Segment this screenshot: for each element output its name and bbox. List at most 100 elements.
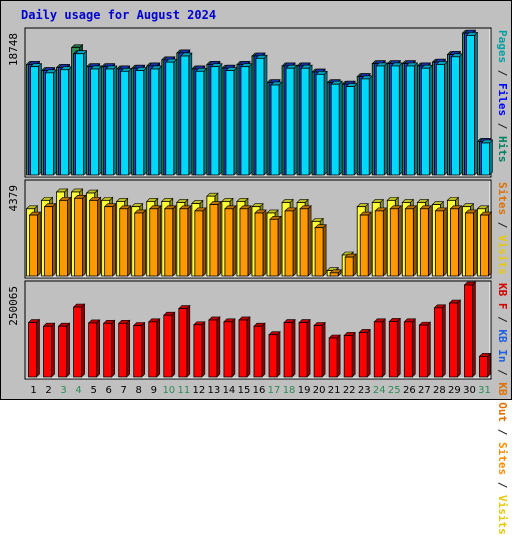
visits-sites-side-28 — [443, 207, 447, 277]
kbytes-kb-f-side-8 — [141, 321, 146, 378]
traffic-pages-bar-11 — [180, 55, 190, 176]
x-tick-label: 5 — [90, 385, 96, 396]
traffic-pages-side-6 — [113, 65, 117, 176]
visits-sites-side-13 — [217, 200, 222, 277]
kbytes-legend: KB F / KB In / KB Out / Sites / Visits — [496, 283, 509, 535]
traffic-pages-bar-28 — [435, 64, 445, 176]
kbytes-kb-f-bar-4 — [73, 306, 82, 378]
visits-sites-side-7 — [127, 205, 131, 277]
x-tick-label: 14 — [223, 385, 236, 396]
visits-sites-bar-8 — [134, 212, 144, 277]
kbytes-kb-f-side-4 — [81, 303, 85, 378]
traffic-pages-bar-27 — [420, 67, 430, 176]
traffic-pages-side-5 — [98, 65, 102, 176]
traffic-pages-side-28 — [444, 60, 448, 176]
traffic-pages-bar-8 — [135, 70, 145, 176]
visits-ymax-label: 4379 — [7, 185, 20, 212]
x-tick-label: 6 — [105, 385, 111, 396]
visits-sites-bar-24 — [374, 210, 384, 277]
visits-sites-side-9 — [157, 205, 162, 277]
visits-sites-side-27 — [428, 205, 432, 277]
visits-sites-side-18 — [292, 207, 297, 277]
kbytes-kb-f-side-11 — [186, 304, 191, 378]
kbytes-kb-f-bar-24 — [373, 321, 383, 378]
kbytes-kb-f-bar-2 — [43, 325, 52, 378]
kbytes-kb-f-side-6 — [111, 319, 115, 378]
x-tick-label: 18 — [283, 385, 296, 396]
visits-sites-side-12 — [202, 207, 207, 277]
visits-sites-side-30 — [473, 209, 477, 277]
traffic-pages-bar-20 — [315, 73, 325, 176]
legend-item: / — [496, 63, 509, 83]
kbytes-kb-f-bar-16 — [253, 325, 263, 378]
traffic-pages-side-27 — [429, 64, 433, 176]
visits-sites-bar-17 — [269, 218, 279, 277]
kbytes-kb-f-bar-10 — [163, 314, 173, 378]
kbytes-kb-f-side-15 — [246, 316, 251, 378]
traffic-pages-bar-3 — [60, 69, 69, 176]
traffic-pages-bar-15 — [240, 66, 250, 176]
traffic-pages-side-26 — [414, 62, 418, 176]
visits-sites-side-14 — [232, 205, 237, 277]
visits-sites-side-5 — [97, 196, 101, 277]
traffic-pages-bar-14 — [225, 70, 235, 176]
visits-sites-side-26 — [413, 205, 417, 277]
traffic-pages-bar-17 — [270, 84, 280, 176]
kbytes-kb-f-bar-12 — [193, 324, 203, 378]
visits-sites-side-8 — [142, 209, 147, 277]
legend-item: Visits — [496, 495, 509, 535]
traffic-pages-side-10 — [173, 58, 178, 176]
traffic-pages-side-17 — [278, 81, 283, 176]
traffic-pages-bar-24 — [375, 65, 385, 176]
legend-item: / — [496, 309, 509, 330]
traffic-pages-bar-13 — [210, 66, 220, 176]
x-tick-label: 29 — [448, 385, 461, 396]
visits-sites-side-3 — [67, 196, 71, 277]
kbytes-kb-f-side-10 — [171, 311, 176, 378]
visits-sites-bar-22 — [344, 256, 354, 277]
x-tick-label: 20 — [313, 385, 326, 396]
visits-legend: Sites / Visits — [496, 182, 509, 275]
visits-sites-side-17 — [277, 215, 282, 277]
legend-item: / — [496, 215, 509, 235]
kbytes-kb-f-side-19 — [306, 318, 311, 378]
traffic-pages-bar-6 — [105, 68, 115, 176]
x-tick-label: 2 — [45, 385, 51, 396]
kbytes-kb-f-side-21 — [336, 334, 341, 378]
visits-sites-side-10 — [172, 205, 177, 277]
visits-sites-bar-7 — [119, 208, 129, 277]
kbytes-kb-f-bar-21 — [328, 337, 338, 378]
traffic-pages-side-14 — [233, 66, 238, 176]
kbytes-kb-f-side-18 — [291, 318, 296, 378]
kbytes-kb-f-side-16 — [261, 322, 266, 378]
kbytes-kb-f-side-20 — [321, 321, 326, 378]
traffic-pages-bar-23 — [360, 78, 370, 176]
kbytes-kb-f-side-30 — [472, 281, 476, 378]
kbytes-kb-f-side-22 — [351, 331, 356, 378]
kbytes-kb-f-bar-9 — [148, 321, 158, 378]
kbytes-kb-f-side-29 — [457, 299, 461, 378]
visits-sites-bar-25 — [389, 208, 399, 277]
kbytes-kb-f-side-28 — [442, 304, 446, 378]
traffic-pages-bar-21 — [330, 83, 340, 176]
visits-sites-bar-16 — [254, 212, 264, 277]
visits-sites-bar-21 — [329, 272, 339, 277]
legend-item: KB Out — [496, 382, 509, 423]
x-tick-label: 31 — [478, 385, 491, 396]
kbytes-kb-f-side-13 — [216, 316, 221, 378]
legend-item: KB F — [496, 283, 509, 310]
x-tick-label: 17 — [268, 385, 281, 396]
visits-sites-side-2 — [52, 202, 56, 277]
visits-sites-side-1 — [37, 211, 41, 277]
x-tick-label: 19 — [298, 385, 311, 396]
x-tick-label: 30 — [463, 385, 476, 396]
usage-chart: 1 2 3 4 5 6 7 8 9 10 11 12 13 14 15 16 17 18 19 20 21 22 23 24 2… — [24, 27, 494, 396]
traffic-pages-bar-19 — [300, 67, 310, 176]
visits-sites-bar-29 — [450, 208, 459, 277]
traffic-pages-side-24 — [383, 62, 388, 176]
legend-item: / — [496, 422, 509, 442]
kbytes-kb-f-bar-19 — [298, 322, 308, 378]
visits-sites-side-15 — [247, 205, 252, 277]
kbytes-kb-f-bar-8 — [133, 325, 143, 378]
